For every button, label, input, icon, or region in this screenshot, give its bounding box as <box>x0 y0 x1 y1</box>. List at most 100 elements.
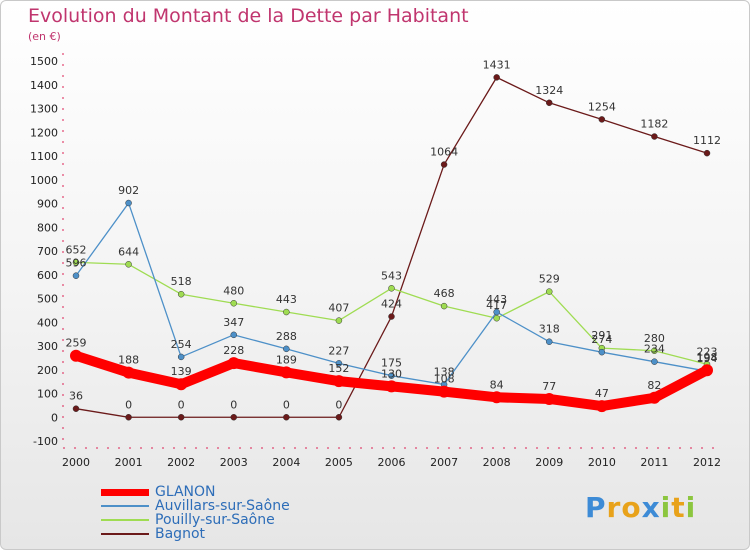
y-tick-label: 1100 <box>30 150 58 163</box>
data-point-bagnot <box>125 414 132 421</box>
logo-letter: P <box>585 491 607 524</box>
data-point-auvillars-sur-sa-ne <box>177 353 185 361</box>
y-tick-label: 1400 <box>30 79 58 92</box>
data-label-pouilly-sur-sa-ne: 291 <box>591 329 612 342</box>
x-tick-label: 2002 <box>167 456 195 469</box>
y-tick-label: 800 <box>37 221 58 234</box>
y-tick-label: 0 <box>51 411 58 424</box>
data-point-bagnot <box>493 74 500 81</box>
y-tick-label: 300 <box>37 340 58 353</box>
data-label-bagnot: 1431 <box>483 58 511 71</box>
data-label-pouilly-sur-sa-ne: 443 <box>276 293 297 306</box>
legend-label-auvillars: Auvillars-sur-Saône <box>155 498 290 514</box>
data-point-auvillars-sur-sa-ne <box>72 272 80 279</box>
data-point-bagnot <box>440 161 448 168</box>
data-point-glanon <box>438 385 451 398</box>
y-tick-label: -100 <box>33 435 58 448</box>
data-point-pouilly-sur-sa-ne <box>335 317 343 324</box>
data-label-pouilly-sur-sa-ne: 644 <box>118 245 139 258</box>
data-label-auvillars-sur-sa-ne: 443 <box>486 293 507 306</box>
data-point-bagnot <box>230 414 237 421</box>
data-point-pouilly-sur-sa-ne <box>125 261 132 268</box>
data-point-glanon <box>332 375 345 388</box>
data-label-pouilly-sur-sa-ne: 543 <box>381 269 402 282</box>
y-tick-label: 100 <box>37 388 58 401</box>
data-label-auvillars-sur-sa-ne: 175 <box>381 357 402 370</box>
data-label-glanon: 130 <box>381 367 402 380</box>
x-tick-label: 2003 <box>220 456 248 469</box>
proxiti-logo: Proxiti <box>585 491 696 524</box>
legend-item-bagnot: Bagnot <box>101 527 290 541</box>
data-label-glanon: 189 <box>276 353 297 366</box>
data-point-auvillars-sur-sa-ne <box>493 308 500 316</box>
data-label-glanon: 228 <box>223 344 244 357</box>
logo-letter: t <box>671 491 686 524</box>
data-label-pouilly-sur-sa-ne: 407 <box>328 302 349 315</box>
data-label-bagnot: 0 <box>125 398 132 411</box>
x-tick-label: 2011 <box>640 456 668 469</box>
data-point-pouilly-sur-sa-ne <box>230 300 237 307</box>
data-point-pouilly-sur-sa-ne <box>493 314 500 322</box>
x-tick-label: 2000 <box>62 456 90 469</box>
x-tick-label: 2010 <box>588 456 616 469</box>
data-label-glanon: 139 <box>171 365 192 378</box>
y-tick-label: 1300 <box>30 103 58 116</box>
legend-label-glanon: GLANON <box>155 484 216 500</box>
data-point-pouilly-sur-sa-ne <box>546 288 553 295</box>
data-point-bagnot <box>546 99 553 107</box>
data-label-bagnot: 0 <box>178 398 185 411</box>
data-label-auvillars-sur-sa-ne: 227 <box>328 344 349 357</box>
legend-label-pouilly: Pouilly-sur-Saône <box>155 512 275 528</box>
chart-title: Evolution du Montant de la Dette par Hab… <box>28 5 469 27</box>
data-label-glanon: 198 <box>697 351 718 364</box>
data-label-auvillars-sur-sa-ne: 596 <box>66 257 87 270</box>
data-label-bagnot: 1324 <box>535 84 563 97</box>
series-bagnot: 36 0 0 0 0 0 424 1064 1431 1324 1254 1182 1112 <box>69 58 721 421</box>
legend-item-pouilly: Pouilly-sur-Saône <box>101 513 290 527</box>
data-point-pouilly-sur-sa-ne <box>651 347 658 354</box>
y-tick-label: 200 <box>37 364 58 377</box>
data-label-pouilly-sur-sa-ne: 468 <box>434 287 455 300</box>
data-point-bagnot <box>72 405 80 412</box>
x-tick-label: 2005 <box>325 456 353 469</box>
y-tick-label: 700 <box>37 245 58 258</box>
data-point-auvillars-sur-sa-ne <box>546 338 553 345</box>
data-label-auvillars-sur-sa-ne: 288 <box>276 330 297 343</box>
data-point-glanon <box>70 349 82 362</box>
legend-swatch-auvillars <box>101 505 149 507</box>
chart-unit: (en €) <box>28 30 61 43</box>
data-label-glanon: 84 <box>490 378 504 391</box>
data-point-pouilly-sur-sa-ne <box>283 308 290 316</box>
data-label-auvillars-sur-sa-ne: 902 <box>118 184 139 197</box>
y-tick-label: 1000 <box>30 174 58 187</box>
data-point-auvillars-sur-sa-ne <box>283 345 290 353</box>
logo-letter: r <box>606 491 622 524</box>
data-point-bagnot <box>335 414 343 421</box>
data-label-bagnot: 1112 <box>693 134 721 147</box>
data-point-auvillars-sur-sa-ne <box>335 360 343 367</box>
data-label-glanon: 108 <box>434 373 455 386</box>
data-point-bagnot <box>388 313 395 320</box>
data-label-auvillars-sur-sa-ne: 274 <box>591 333 612 346</box>
data-label-glanon: 77 <box>542 380 556 393</box>
logo-letter: x <box>641 491 661 524</box>
data-label-bagnot: 0 <box>283 398 290 411</box>
data-label-auvillars-sur-sa-ne: 318 <box>539 323 560 336</box>
legend-label-bagnot: Bagnot <box>155 526 205 542</box>
data-point-glanon <box>385 380 398 393</box>
data-point-auvillars-sur-sa-ne <box>388 372 395 379</box>
legend-swatch-pouilly <box>101 519 149 521</box>
data-label-auvillars-sur-sa-ne: 254 <box>171 338 192 351</box>
logo-letter: i <box>685 491 697 524</box>
data-label-pouilly-sur-sa-ne: 652 <box>66 243 87 256</box>
data-point-glanon <box>595 400 608 413</box>
legend: GLANON Auvillars-sur-Saône Pouilly-sur-S… <box>101 485 290 541</box>
series-pouilly-sur-sa-ne: 652 644 518 480 443 407 543 468 417 529 291 280 223 <box>66 243 718 368</box>
data-label-pouilly-sur-sa-ne: 518 <box>171 275 192 288</box>
data-label-pouilly-sur-sa-ne: 529 <box>539 273 560 286</box>
x-tick-label: 2008 <box>483 456 511 469</box>
data-label-auvillars-sur-sa-ne: 194 <box>697 352 718 365</box>
y-tick-label: 1200 <box>30 126 58 139</box>
x-tick-label: 2007 <box>430 456 458 469</box>
